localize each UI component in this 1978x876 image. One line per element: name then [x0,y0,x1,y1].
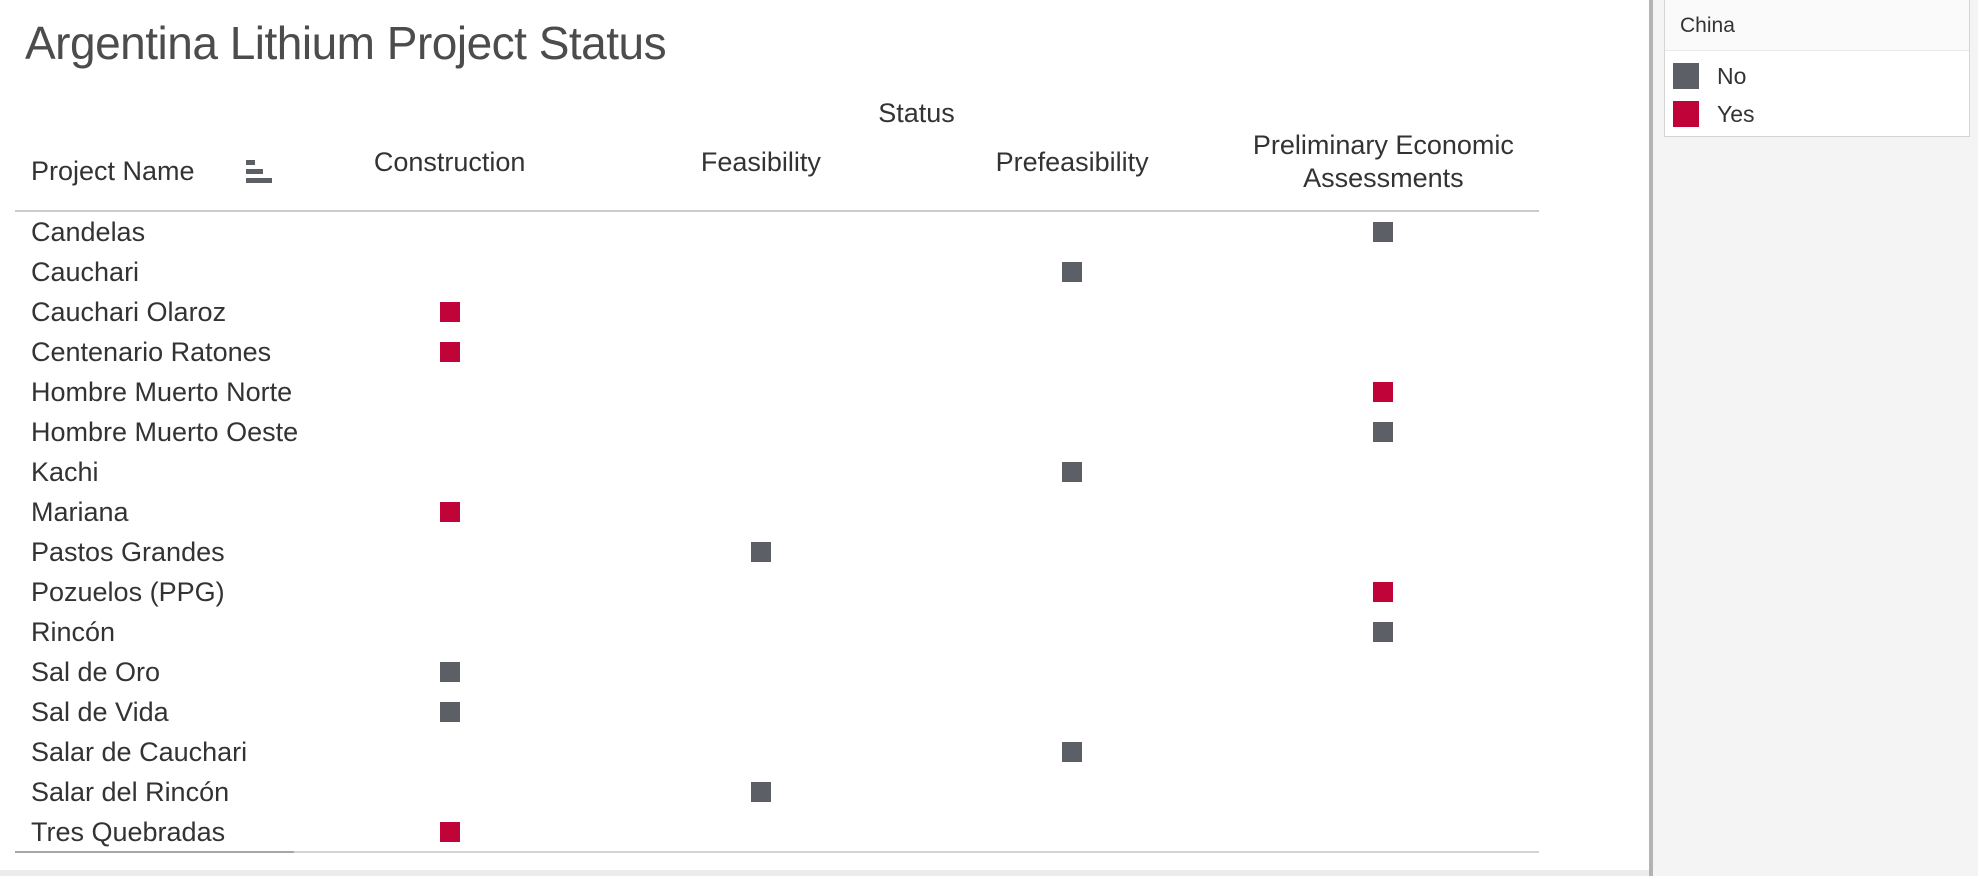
mark-candelas-preliminary-economic-assessments[interactable] [1373,222,1394,242]
status-axis-label: Status [878,98,955,128]
right-side-panel: China No Yes [1653,0,1978,876]
bottom-scrollbar-track[interactable] [0,870,1649,876]
legend-items: No Yes [1665,51,1969,133]
mark-sal-de-oro-construction[interactable] [439,662,460,682]
mark-rinc-n-preliminary-economic-assessments[interactable] [1373,622,1394,642]
row-label-cauchari[interactable]: Cauchari [31,257,140,287]
row-label-tres-quebradas[interactable]: Tres Quebradas [31,817,226,847]
row-label-sal-de-vida[interactable]: Sal de Vida [31,697,169,727]
row-label-candelas[interactable]: Candelas [31,217,146,247]
column-header-prefeasibility[interactable]: Prefeasibility [995,146,1149,177]
row-label-salar-del-rinc-n[interactable]: Salar del Rincón [31,777,230,807]
row-label-sal-de-oro[interactable]: Sal de Oro [31,657,161,687]
row-label-pozuelos-ppg[interactable]: Pozuelos (PPG) [31,577,225,607]
column-header-construction[interactable]: Construction [373,146,526,177]
legend-swatch-no [1673,63,1699,89]
row-label-hombre-muerto-oeste[interactable]: Hombre Muerto Oeste [31,417,299,447]
row-label-cauchari-olaroz[interactable]: Cauchari Olaroz [31,297,227,327]
row-label-pastos-grandes[interactable]: Pastos Grandes [31,537,225,567]
row-label-kachi[interactable]: Kachi [31,457,99,487]
legend-label-yes: Yes [1717,100,1755,127]
column-header-preliminary-economic-assessments[interactable]: Preliminary Economic Assessments [1252,130,1514,193]
legend-swatch-yes [1673,101,1699,127]
color-legend-card: China No Yes [1664,0,1970,137]
sort-ascending-icon[interactable] [246,160,272,183]
sort-bar-short [246,160,255,165]
row-label-salar-de-cauchari[interactable]: Salar de Cauchari [31,737,248,767]
row-label-centenario-ratones[interactable]: Centenario Ratones [31,337,272,367]
row-label-rinc-n[interactable]: Rincón [31,617,116,647]
sort-bar-medium [246,169,263,174]
header-divider-line [15,210,1539,212]
page-title: Argentina Lithium Project Status [25,17,667,69]
mark-tres-quebradas-construction[interactable] [439,822,460,842]
mark-kachi-prefeasibility[interactable] [1062,462,1083,482]
row-header-project-name[interactable]: Project Name [31,156,195,186]
mark-pastos-grandes-feasibility[interactable] [750,542,771,562]
column-header-feasibility[interactable]: Feasibility [700,146,821,177]
mark-centenario-ratones-construction[interactable] [439,342,460,362]
row-label-mariana[interactable]: Mariana [31,497,129,527]
mark-hombre-muerto-oeste-preliminary-economic-assessments[interactable] [1373,422,1394,442]
table-bottom-border-left [15,851,294,853]
legend-item-no[interactable]: No [1665,57,1969,95]
mark-salar-de-cauchari-prefeasibility[interactable] [1062,742,1083,762]
pane-splitter[interactable] [1649,0,1653,876]
legend-title: China [1665,0,1969,51]
mark-cauchari-prefeasibility[interactable] [1062,262,1083,282]
table-bottom-border-right [294,851,1539,853]
mark-hombre-muerto-norte-preliminary-economic-assessments[interactable] [1373,382,1394,402]
mark-sal-de-vida-construction[interactable] [439,702,460,722]
mark-salar-del-rinc-n-feasibility[interactable] [750,782,771,802]
mark-pozuelos-ppg-preliminary-economic-assessments[interactable] [1373,582,1394,602]
mark-cauchari-olaroz-construction[interactable] [439,302,460,322]
legend-label-no: No [1717,62,1747,89]
legend-item-yes[interactable]: Yes [1665,95,1969,133]
mark-mariana-construction[interactable] [439,502,460,522]
row-label-hombre-muerto-norte[interactable]: Hombre Muerto Norte [31,377,293,407]
sort-bar-long [246,178,272,183]
